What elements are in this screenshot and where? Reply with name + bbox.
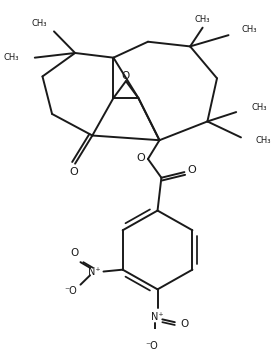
Text: CH₃: CH₃: [195, 15, 210, 24]
Text: CH₃: CH₃: [255, 136, 271, 145]
Text: N⁺: N⁺: [87, 267, 100, 276]
Text: O: O: [180, 319, 189, 329]
Text: ⁻O: ⁻O: [145, 341, 158, 349]
Text: ⁻O: ⁻O: [65, 286, 77, 296]
Text: O: O: [137, 153, 146, 163]
Text: O: O: [122, 72, 130, 81]
Text: CH₃: CH₃: [32, 20, 47, 28]
Text: CH₃: CH₃: [252, 103, 267, 112]
Text: CH₃: CH₃: [4, 53, 20, 62]
Text: O: O: [71, 248, 79, 258]
Text: CH₃: CH₃: [242, 25, 257, 34]
Text: N⁺: N⁺: [151, 312, 164, 322]
Text: O: O: [188, 165, 196, 175]
Text: O: O: [70, 167, 78, 177]
